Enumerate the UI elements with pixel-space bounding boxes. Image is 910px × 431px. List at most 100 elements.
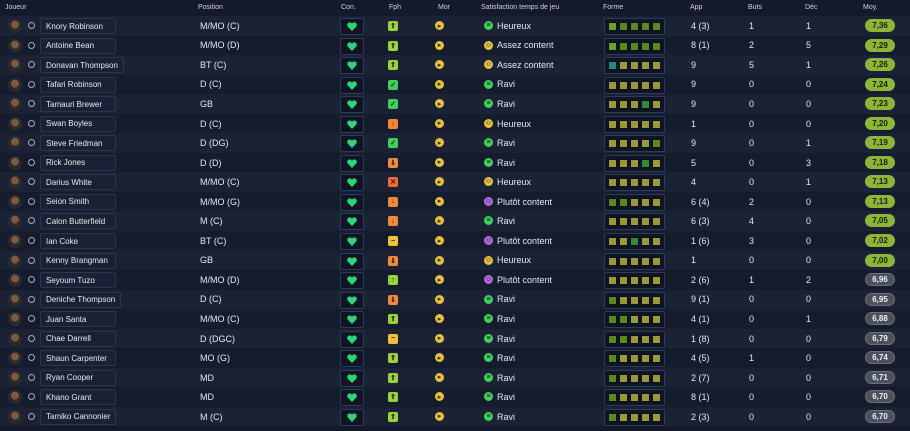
avatar[interactable] [8, 136, 22, 151]
player-name[interactable]: Seyoum Tuzo [40, 272, 116, 289]
avatar[interactable] [8, 370, 22, 385]
player-status-icon [28, 256, 35, 264]
form-block [641, 237, 650, 247]
table-row[interactable]: Kenny Brangman GB ⇓ ▸ ☺ Heureux 1 0 0 7,00 [0, 250, 910, 271]
avatar[interactable] [8, 194, 22, 209]
avatar[interactable] [8, 214, 22, 229]
table-row[interactable]: Knory Robinson M/MO (C) ⇑ ▸ ≡ Heureux 4 (3) 1 1 7… [0, 16, 910, 36]
player-name[interactable]: Chae Darrell [40, 330, 116, 347]
table-row[interactable]: Rick Jones D (D) ⇓ ▸ ≡ Ravi 5 0 3 7,18 [0, 152, 910, 173]
table-row[interactable]: Juan Santa M/MO (C) ⇑ ▸ ≡ Ravi 4 (1) 0 1 6,88 [0, 309, 910, 329]
table-row[interactable]: Tamiko Cannonier M (C) ⇑ ▸ ≡ Ravi 2 (3) 0 0 6,70 [0, 406, 910, 427]
average-rating: 6,88 [865, 312, 895, 326]
col-forme[interactable]: Forme [603, 4, 624, 11]
assists: 0 [806, 411, 812, 422]
form-block [630, 256, 639, 266]
player-name[interactable]: Tamiko Cannonier [40, 408, 117, 425]
player-name[interactable]: Steve Friedman [40, 135, 116, 152]
table-row[interactable]: Khano Grant MD ⇑ ▸ ≡ Ravi 8 (1) 0 0 6,70 [0, 387, 910, 407]
satisfaction-icon: ☺ [484, 255, 493, 265]
player-name[interactable]: Shaun Carpenter [40, 350, 116, 367]
player-name[interactable]: Ian Coke [40, 233, 116, 250]
player-name[interactable]: Antoine Bean [40, 37, 116, 54]
table-row[interactable]: Calon Butterfield M (C) ↓ ▸ ≡ Ravi 6 (3) 4 0 7,05 [0, 211, 910, 232]
col-satisfaction[interactable]: Satisfaction temps de jeu [481, 4, 560, 11]
avatar[interactable] [8, 116, 22, 131]
player-name[interactable]: Deniche Thompson [40, 291, 122, 308]
player-position: D (C) [200, 79, 222, 90]
table-row[interactable]: Steve Friedman D (DG) ✓ ▸ ≡ Ravi 9 0 1 7,19 [0, 133, 910, 153]
col-app[interactable]: App [690, 4, 703, 11]
table-row[interactable]: Swan Boyles D (C) ↓ ▸ ☺ Heureux 1 0 0 7,20 [0, 113, 910, 134]
player-name[interactable]: Tamauri Brewer [40, 96, 116, 113]
satisfaction-icon: ≡ [484, 411, 493, 421]
avatar[interactable] [8, 234, 22, 249]
avatar[interactable] [8, 292, 22, 307]
table-row[interactable]: Ryan Cooper MD ⇑ ▸ ≡ Ravi 2 (7) 0 0 6,71 [0, 367, 910, 388]
table-row[interactable]: Antoine Bean M/MO (D) ⇑ ▸ ☺ Assez content 8 (1… [0, 35, 910, 56]
avatar[interactable] [8, 19, 22, 33]
player-name[interactable]: Knory Robinson [40, 18, 116, 34]
avatar[interactable] [8, 155, 22, 170]
avatar[interactable] [8, 97, 22, 112]
player-position: D (C) [200, 294, 222, 305]
table-row[interactable]: Donavan Thompson BT (C) ⇑ ▸ ☺ Assez content 9 5… [0, 55, 910, 75]
avatar[interactable] [8, 175, 22, 190]
table-row[interactable]: Seion Smith M/MO (G) ↓ ▸ ☺ Plutôt content 6 (4… [0, 191, 910, 212]
table-row[interactable]: Shaun Carpenter MO (G) ⇑ ▸ ≡ Ravi 4 (5) 1 0 6,74 [0, 348, 910, 368]
player-name[interactable]: Ryan Cooper [40, 369, 116, 386]
player-name[interactable]: Calon Butterfield [40, 213, 116, 230]
avatar[interactable] [8, 253, 22, 268]
player-status-icon [28, 373, 35, 381]
col-con[interactable]: Con. [341, 4, 356, 11]
table-row[interactable]: Tamauri Brewer GB ✓ ▸ ≡ Ravi 9 0 0 7,23 [0, 94, 910, 114]
table-row[interactable]: Deniche Thompson D (C) ⇓ ▸ ≡ Ravi 9 (1) 0 0 6,95 [0, 289, 910, 310]
form-block [619, 119, 628, 129]
avatar[interactable] [8, 38, 22, 53]
col-position[interactable]: Position [198, 4, 223, 11]
table-row[interactable]: Darius White M/MO (C) ✕ ▸ ☺ Heureux 4 0 1 7,13 [0, 172, 910, 192]
satisfaction-icon: ☺ [484, 118, 493, 128]
player-name[interactable]: Kenny Brangman [40, 252, 116, 269]
appearances: 5 [691, 157, 697, 168]
player-status-icon [28, 237, 35, 245]
satisfaction-text: Ravi [497, 138, 516, 149]
average-rating: 7,36 [865, 19, 895, 32]
col-fph[interactable]: Fph [389, 4, 402, 11]
player-name[interactable]: Juan Santa [40, 311, 116, 328]
table-row[interactable]: Seyoum Tuzo M/MO (D) ↑ ▸ ☺ Plutôt content 2 (6… [0, 270, 910, 290]
form-block [630, 295, 639, 305]
avatar[interactable] [8, 409, 22, 424]
player-name[interactable]: Donavan Thompson [40, 57, 124, 74]
player-name[interactable]: Tafari Robinson [40, 76, 116, 93]
player-name[interactable]: Khano Grant [40, 389, 116, 406]
col-moy[interactable]: Moy. [863, 4, 878, 11]
player-name[interactable]: Darius White [40, 174, 116, 191]
avatar[interactable] [8, 58, 22, 73]
avatar[interactable] [8, 331, 22, 346]
player-name[interactable]: Seion Smith [40, 193, 116, 210]
player-name[interactable]: Rick Jones [40, 154, 116, 171]
player-name[interactable]: Swan Boyles [40, 115, 116, 132]
assists: 1 [806, 313, 812, 324]
avatar[interactable] [8, 77, 22, 92]
col-joueur[interactable]: Joueur [5, 4, 27, 11]
form-indicator [604, 408, 665, 426]
avatar[interactable] [8, 273, 22, 288]
player-position: M/MO (G) [200, 196, 240, 207]
form-block [652, 22, 661, 31]
col-buts[interactable]: Buts [748, 4, 763, 11]
player-status-icon [28, 178, 35, 186]
satisfaction-text: Ravi [497, 294, 516, 305]
col-dec[interactable]: Déc [805, 4, 818, 11]
table-row[interactable]: Ian Coke BT (C) − ▸ ☺ Plutôt content 1 (6) 3 0 7,… [0, 231, 910, 251]
poor-icon: ✕ [388, 177, 398, 188]
table-row[interactable]: Chae Darrell D (DGC) − ▸ ≡ Ravi 1 (8) 0 0 6,79 [0, 328, 910, 349]
avatar[interactable] [8, 312, 22, 327]
table-row[interactable]: Tafari Robinson D (C) ✓ ▸ ≡ Ravi 9 0 0 7,24 [0, 74, 910, 95]
avatar[interactable] [8, 390, 22, 405]
avatar[interactable] [8, 351, 22, 366]
average-rating: 7,18 [865, 155, 895, 169]
heart-icon [347, 276, 357, 286]
col-mor[interactable]: Mor [438, 4, 451, 11]
